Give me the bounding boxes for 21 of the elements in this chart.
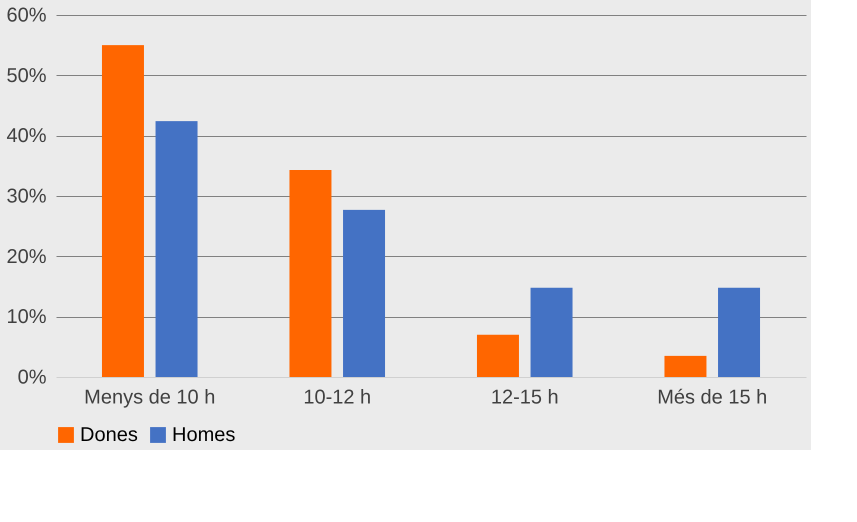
bar xyxy=(718,288,760,377)
bar xyxy=(476,334,519,377)
bar xyxy=(156,121,198,377)
y-tick-label: 0% xyxy=(18,366,47,388)
bar xyxy=(343,210,386,377)
x-tick-label: Menys de 10 h xyxy=(84,386,216,408)
x-tick-label: Més de 15 h xyxy=(657,386,768,408)
legend-label: Homes xyxy=(172,424,236,446)
y-tick-label: 50% xyxy=(6,64,47,87)
bar xyxy=(102,45,144,377)
y-tick-label: 10% xyxy=(6,306,47,328)
y-tick-label: 30% xyxy=(6,186,47,208)
x-tick-label: 10-12 h xyxy=(303,386,372,408)
bar xyxy=(530,288,573,377)
bar xyxy=(664,356,706,377)
y-tick-label: 40% xyxy=(6,125,47,148)
y-tick-label: 60% xyxy=(6,4,47,26)
legend-label: Dones xyxy=(80,424,138,446)
x-tick-label: 12-15 h xyxy=(490,386,559,408)
bar xyxy=(289,170,332,377)
y-tick-label: 20% xyxy=(6,246,47,268)
